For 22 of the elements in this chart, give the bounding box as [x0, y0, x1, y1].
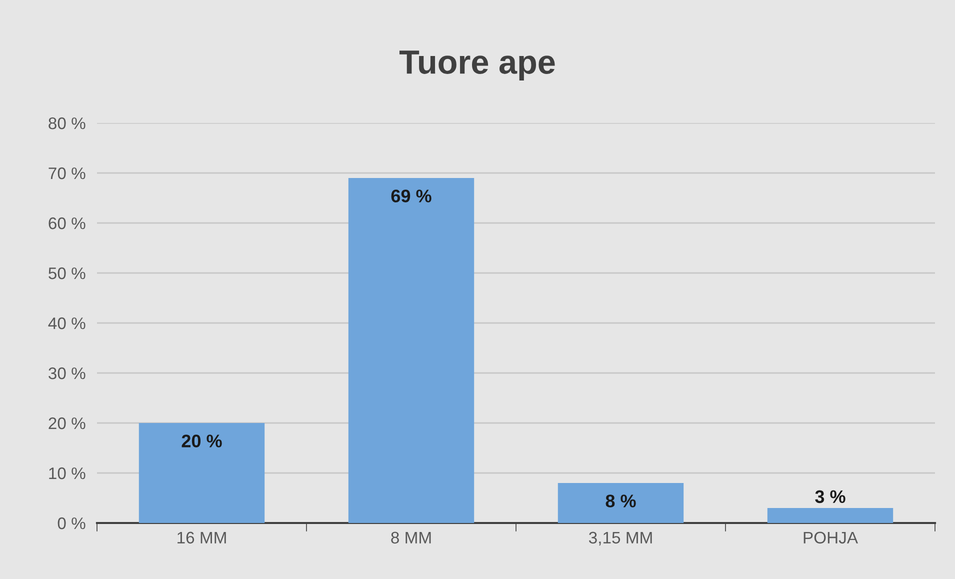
- bar: [558, 483, 684, 523]
- chart-title: Tuore ape: [399, 50, 555, 81]
- y-tick-label: 10 %: [49, 467, 86, 480]
- bar: [138, 423, 265, 523]
- y-tick-label: 0 %: [58, 517, 86, 530]
- y-tick-label: 60 %: [48, 217, 86, 230]
- y-tick-label: 30 %: [48, 367, 86, 380]
- data-label: 20 %: [182, 434, 222, 448]
- y-tick-label: 70 %: [48, 167, 86, 180]
- data-label: 3 %: [815, 490, 846, 504]
- bar: [767, 508, 894, 523]
- x-tick-label: 8 MM: [391, 532, 431, 544]
- y-tick-label: 80 %: [48, 117, 86, 130]
- x-tick-label: 3,15 MM: [588, 532, 652, 546]
- data-label: 8 %: [606, 494, 636, 508]
- data-label: 69 %: [391, 190, 432, 202]
- x-tick-label: 16 MM: [178, 532, 226, 544]
- y-tick-label: 40 %: [48, 317, 86, 330]
- y-tick-label: 20 %: [48, 417, 86, 430]
- x-tick-label: POHJA: [804, 532, 858, 544]
- y-tick-label: 50 %: [48, 267, 86, 280]
- bar: [348, 178, 474, 523]
